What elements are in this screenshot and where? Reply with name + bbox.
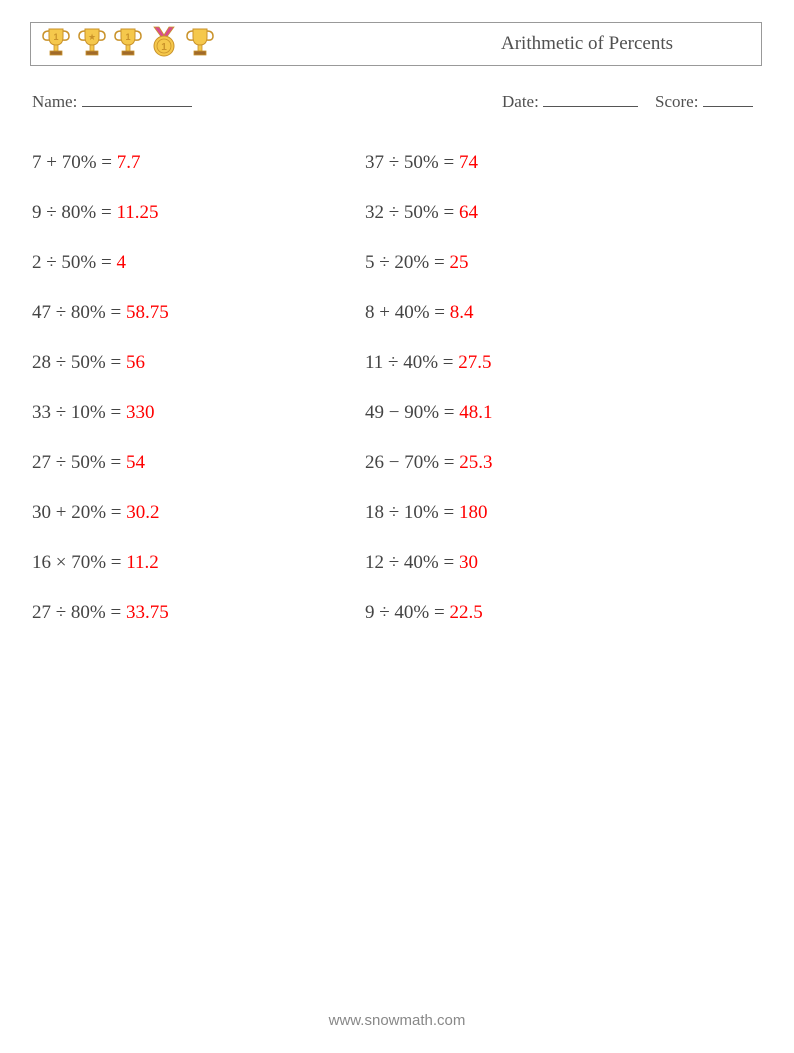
problem-row: 32 ÷ 50% = 64	[365, 188, 493, 238]
trophy-icon: 1	[113, 25, 143, 59]
problem-expression: 28 ÷ 50% =	[32, 352, 126, 373]
svg-text:1: 1	[161, 42, 167, 53]
problem-expression: 47 ÷ 80% =	[32, 302, 126, 323]
problem-row: 9 ÷ 80% = 11.25	[32, 188, 169, 238]
trophy-item: ★	[77, 25, 107, 64]
problem-answer: 330	[126, 402, 155, 423]
problem-answer: 33.75	[126, 602, 169, 623]
trophy-icon: ★	[77, 25, 107, 59]
problem-row: 12 ÷ 40% = 30	[365, 538, 493, 588]
problem-answer: 25.3	[459, 452, 492, 473]
date-label: Date:	[502, 92, 638, 112]
problem-answer: 27.5	[458, 352, 491, 373]
name-label-text: Name:	[32, 92, 77, 111]
problem-row: 37 ÷ 50% = 74	[365, 138, 493, 188]
trophy-icon: 1	[41, 25, 71, 59]
problem-row: 30 + 20% = 30.2	[32, 488, 169, 538]
problem-answer: 74	[459, 152, 478, 173]
problems-left-column: 7 + 70% = 7.79 ÷ 80% = 11.252 ÷ 50% = 44…	[32, 138, 169, 638]
problem-answer: 180	[459, 502, 488, 523]
worksheet-title: Arithmetic of Percents	[501, 33, 673, 55]
problem-expression: 32 ÷ 50% =	[365, 202, 459, 223]
problem-expression: 16 × 70% =	[32, 552, 126, 573]
problem-answer: 54	[126, 452, 145, 473]
svg-text:★: ★	[88, 32, 96, 42]
problem-row: 2 ÷ 50% = 4	[32, 238, 169, 288]
name-label: Name:	[32, 92, 192, 112]
svg-text:1: 1	[125, 32, 130, 42]
problem-expression: 33 ÷ 10% =	[32, 402, 126, 423]
svg-text:1: 1	[53, 32, 58, 42]
problem-answer: 56	[126, 352, 145, 373]
problem-expression: 2 ÷ 50% =	[32, 252, 116, 273]
problem-row: 47 ÷ 80% = 58.75	[32, 288, 169, 338]
problem-expression: 27 ÷ 50% =	[32, 452, 126, 473]
problem-expression: 30 + 20% =	[32, 502, 126, 523]
problem-answer: 4	[116, 252, 126, 273]
score-label: Score:	[655, 92, 753, 112]
problem-answer: 48.1	[459, 402, 492, 423]
problem-answer: 30.2	[126, 502, 159, 523]
problem-row: 27 ÷ 50% = 54	[32, 438, 169, 488]
problem-answer: 22.5	[449, 602, 482, 623]
footer-url: www.snowmath.com	[0, 1012, 794, 1029]
header-box: 1 ★ 1 1 Arithmetic of Percents	[30, 22, 762, 66]
problem-row: 5 ÷ 20% = 25	[365, 238, 493, 288]
problem-row: 27 ÷ 80% = 33.75	[32, 588, 169, 638]
problem-expression: 49 − 90% =	[365, 402, 459, 423]
name-blank	[82, 93, 192, 107]
problem-row: 8 + 40% = 8.4	[365, 288, 493, 338]
problem-answer: 8.4	[450, 302, 474, 323]
problem-answer: 64	[459, 202, 478, 223]
problem-expression: 26 − 70% =	[365, 452, 459, 473]
problem-expression: 18 ÷ 10% =	[365, 502, 459, 523]
trophy-row: 1 ★ 1 1	[31, 25, 215, 64]
problem-answer: 25	[449, 252, 468, 273]
problem-row: 33 ÷ 10% = 330	[32, 388, 169, 438]
problem-answer: 11.2	[126, 552, 159, 573]
trophy-item: 1	[41, 25, 71, 64]
trophy-item	[185, 25, 215, 64]
problem-row: 18 ÷ 10% = 180	[365, 488, 493, 538]
problem-expression: 8 + 40% =	[365, 302, 450, 323]
problem-expression: 7 + 70% =	[32, 152, 117, 173]
date-blank	[543, 93, 638, 107]
problem-answer: 58.75	[126, 302, 169, 323]
problem-row: 7 + 70% = 7.7	[32, 138, 169, 188]
problem-expression: 5 ÷ 20% =	[365, 252, 449, 273]
problem-answer: 11.25	[116, 202, 158, 223]
medal-icon: 1	[149, 25, 179, 59]
problem-row: 26 − 70% = 25.3	[365, 438, 493, 488]
problem-expression: 37 ÷ 50% =	[365, 152, 459, 173]
problem-row: 49 − 90% = 48.1	[365, 388, 493, 438]
problem-expression: 11 ÷ 40% =	[365, 352, 458, 373]
score-label-text: Score:	[655, 92, 698, 111]
problem-expression: 9 ÷ 40% =	[365, 602, 449, 623]
problem-row: 16 × 70% = 11.2	[32, 538, 169, 588]
problem-expression: 9 ÷ 80% =	[32, 202, 116, 223]
score-blank	[703, 93, 753, 107]
problem-row: 9 ÷ 40% = 22.5	[365, 588, 493, 638]
date-label-text: Date:	[502, 92, 539, 111]
trophy-icon	[185, 25, 215, 59]
trophy-item: 1	[149, 25, 179, 64]
problems-right-column: 37 ÷ 50% = 7432 ÷ 50% = 645 ÷ 20% = 258 …	[365, 138, 493, 638]
problem-expression: 12 ÷ 40% =	[365, 552, 459, 573]
problem-expression: 27 ÷ 80% =	[32, 602, 126, 623]
problem-answer: 30	[459, 552, 478, 573]
trophy-item: 1	[113, 25, 143, 64]
problem-row: 28 ÷ 50% = 56	[32, 338, 169, 388]
problem-answer: 7.7	[117, 152, 141, 173]
problem-row: 11 ÷ 40% = 27.5	[365, 338, 493, 388]
